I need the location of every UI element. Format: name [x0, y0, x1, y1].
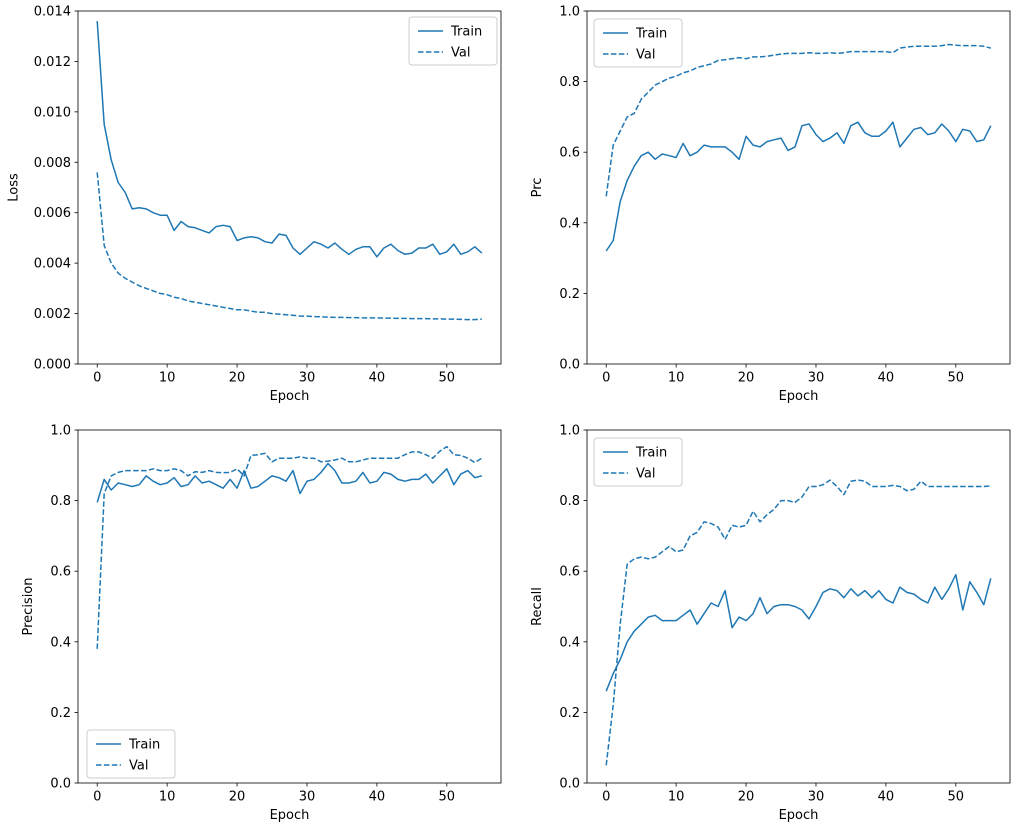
x-tick-label: 50: [948, 790, 965, 805]
val-line: [605, 43, 991, 197]
y-axis-label: Precision: [21, 577, 36, 635]
x-tick-label: 20: [738, 371, 755, 386]
legend-val-label: Val: [636, 48, 655, 63]
chart-recall: 0 10 20 30 40 50 0.0 0.2 0.4 0.6 0.8 1.0 Epoch Recall…: [530, 424, 1011, 823]
x-axis-label: Epoch: [270, 389, 310, 404]
x-axis-label: Epoch: [779, 389, 819, 404]
train-line: [605, 121, 992, 252]
x-tick-label: 20: [738, 790, 755, 805]
y-tick-label: 0.0: [50, 777, 71, 792]
x-tick-label: 30: [808, 371, 825, 386]
y-tick-label: 1.0: [50, 424, 71, 439]
legend-train-label: Train: [635, 446, 667, 461]
legend-val-label: Val: [636, 467, 655, 482]
x-tick-label: 0: [602, 790, 610, 805]
x-tick-label: 50: [439, 371, 456, 386]
y-tick-label: 0.000: [34, 358, 71, 373]
x-tick-label: 10: [668, 790, 685, 805]
x-tick-label: 30: [299, 790, 316, 805]
val-line: [96, 172, 482, 321]
x-tick-label: 30: [299, 371, 316, 386]
x-tick-label: 40: [878, 371, 895, 386]
y-tick-label: 0.6: [50, 565, 71, 580]
axes-frame: [586, 429, 1011, 784]
x-tick-label: 0: [93, 790, 101, 805]
y-tick-label: 0.8: [559, 75, 580, 90]
x-tick-label: 10: [159, 371, 176, 386]
y-tick-label: 0.002: [34, 307, 71, 322]
y-axis-label: Loss: [7, 173, 22, 202]
x-axis-label: Epoch: [779, 808, 819, 823]
chart-loss: 0 10 20 30 40 50 0.000 0.002 0.004 0.006 0.008 0.01…: [7, 5, 502, 404]
x-tick-label: 40: [369, 790, 386, 805]
train-line: [605, 573, 992, 692]
legend-box: [593, 18, 683, 68]
y-tick-label: 0.0: [559, 777, 580, 792]
y-tick-label: 0.004: [34, 257, 71, 272]
y-tick-label: 0.8: [559, 494, 580, 509]
axes-frame: [77, 10, 502, 365]
x-tick-label: 0: [93, 371, 101, 386]
y-tick-label: 0.2: [559, 287, 580, 302]
train-line: [96, 462, 482, 503]
x-tick-label: 10: [159, 790, 176, 805]
x-tick-label: 0: [602, 371, 610, 386]
y-axis-label: Prc: [530, 178, 545, 198]
y-tick-label: 0.014: [34, 5, 71, 20]
y-tick-label: 1.0: [559, 424, 580, 439]
x-tick-label: 50: [948, 371, 965, 386]
legend-box: [86, 729, 176, 779]
y-tick-label: 0.008: [34, 156, 71, 171]
chart-precision: 0 10 20 30 40 50 0.0 0.2 0.4 0.6 0.8 1.0 Epoch Precis…: [21, 424, 502, 823]
val-line: [605, 479, 991, 766]
legend-train-label: Train: [128, 738, 160, 753]
x-tick-label: 30: [808, 790, 825, 805]
legend-box: [593, 437, 683, 487]
val-line: [96, 445, 483, 649]
y-tick-label: 0.2: [559, 706, 580, 721]
legend: Train Val: [593, 18, 683, 68]
x-tick-label: 20: [229, 371, 246, 386]
y-tick-label: 0.6: [559, 146, 580, 161]
legend-val-label: Val: [451, 46, 470, 61]
y-tick-label: 0.010: [34, 105, 71, 120]
y-tick-label: 0.2: [50, 706, 71, 721]
y-tick-label: 0.0: [559, 358, 580, 373]
y-axis-label: Recall: [530, 587, 545, 626]
legend: Train Val: [408, 16, 498, 66]
y-tick-label: 0.4: [559, 635, 580, 650]
x-tick-label: 10: [668, 371, 685, 386]
y-tick-label: 0.8: [50, 494, 71, 509]
y-tick-label: 0.012: [34, 55, 71, 70]
chart-prc: 0 10 20 30 40 50 0.0 0.2 0.4 0.6 0.8 1.0 Epoch Prc Tra…: [530, 5, 1011, 404]
x-tick-label: 50: [439, 790, 456, 805]
legend-train-label: Train: [635, 27, 667, 42]
train-line: [96, 21, 483, 258]
y-tick-label: 1.0: [559, 5, 580, 20]
legend-box: [408, 16, 498, 66]
axes-frame: [586, 10, 1011, 365]
x-tick-label: 40: [369, 371, 386, 386]
x-tick-label: 20: [229, 790, 246, 805]
legend: Train Val: [593, 437, 683, 487]
axes-frame: [77, 429, 502, 784]
legend: Train Val: [86, 729, 176, 779]
x-tick-label: 40: [878, 790, 895, 805]
x-axis-label: Epoch: [270, 808, 310, 823]
y-tick-label: 0.4: [50, 635, 71, 650]
legend-val-label: Val: [129, 759, 148, 774]
y-tick-label: 0.4: [559, 216, 580, 231]
legend-train-label: Train: [450, 25, 482, 40]
y-tick-label: 0.006: [34, 206, 71, 221]
y-tick-label: 0.6: [559, 565, 580, 580]
